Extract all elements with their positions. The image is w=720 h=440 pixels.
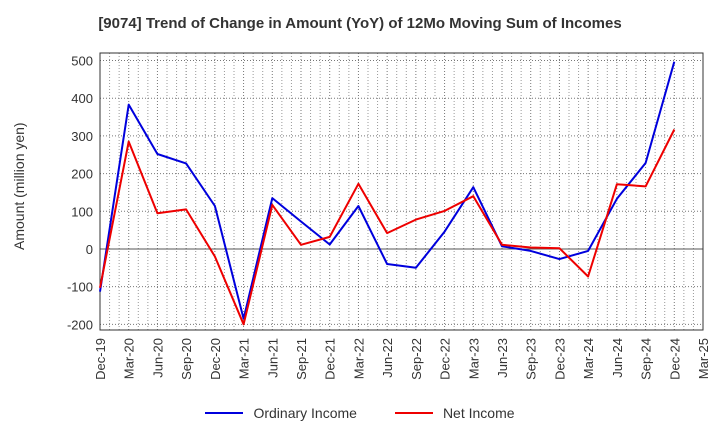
x-tick-label: Dec-24 [667, 338, 682, 380]
series-line-ordinary-income [99, 61, 676, 320]
x-tick-label: Dec-21 [323, 338, 338, 380]
legend-swatch-ordinary-income [205, 412, 244, 414]
x-tick-label: Mar-20 [122, 338, 137, 379]
legend: Ordinary Income Net Income [0, 405, 720, 421]
y-tick-label: 500 [71, 54, 93, 69]
x-tick-label: Sep-24 [639, 338, 654, 380]
legend-label-ordinary-income: Ordinary Income [253, 405, 357, 421]
plot-frame [99, 52, 704, 331]
x-tick-label: Mar-23 [466, 338, 481, 379]
y-tick-label: 0 [86, 242, 93, 257]
x-tick-label: Jun-22 [380, 338, 395, 378]
x-tick-label: Mar-22 [351, 338, 366, 379]
x-tick-label: Mar-25 [696, 338, 711, 379]
y-tick-label: 200 [71, 167, 93, 182]
x-tick-label: Jun-24 [610, 338, 625, 378]
legend-label-net-income: Net Income [442, 405, 515, 421]
x-tick-label: Dec-19 [93, 338, 108, 380]
legend-item-net-income: Net Income [394, 405, 515, 421]
x-tick-label: Sep-23 [524, 338, 539, 380]
y-tick-label: 300 [71, 129, 93, 144]
x-tick-label: Dec-20 [208, 338, 223, 380]
x-tick-label: Dec-23 [552, 338, 567, 380]
y-tick-label: 100 [71, 204, 93, 219]
y-tick-label: 400 [71, 91, 93, 106]
chart-title: [9074] Trend of Change in Amount (YoY) o… [98, 15, 622, 32]
x-tick-label: Sep-20 [179, 338, 194, 380]
x-tick-label: Mar-21 [237, 338, 252, 379]
y-tick-label: -100 [67, 280, 93, 295]
legend-item-ordinary-income: Ordinary Income [205, 405, 357, 421]
y-tick-label: -200 [67, 317, 93, 332]
x-tick-label: Jun-21 [265, 338, 280, 378]
series-line-net-income [99, 129, 676, 326]
x-tick-label: Jun-23 [495, 338, 510, 378]
x-tick-label: Sep-21 [294, 338, 309, 380]
x-tick-label: Mar-24 [581, 338, 596, 379]
x-tick-label: Jun-20 [150, 338, 165, 378]
legend-swatch-net-income [394, 412, 433, 414]
x-tick-label: Dec-22 [438, 338, 453, 380]
x-tick-label: Sep-22 [409, 338, 424, 380]
